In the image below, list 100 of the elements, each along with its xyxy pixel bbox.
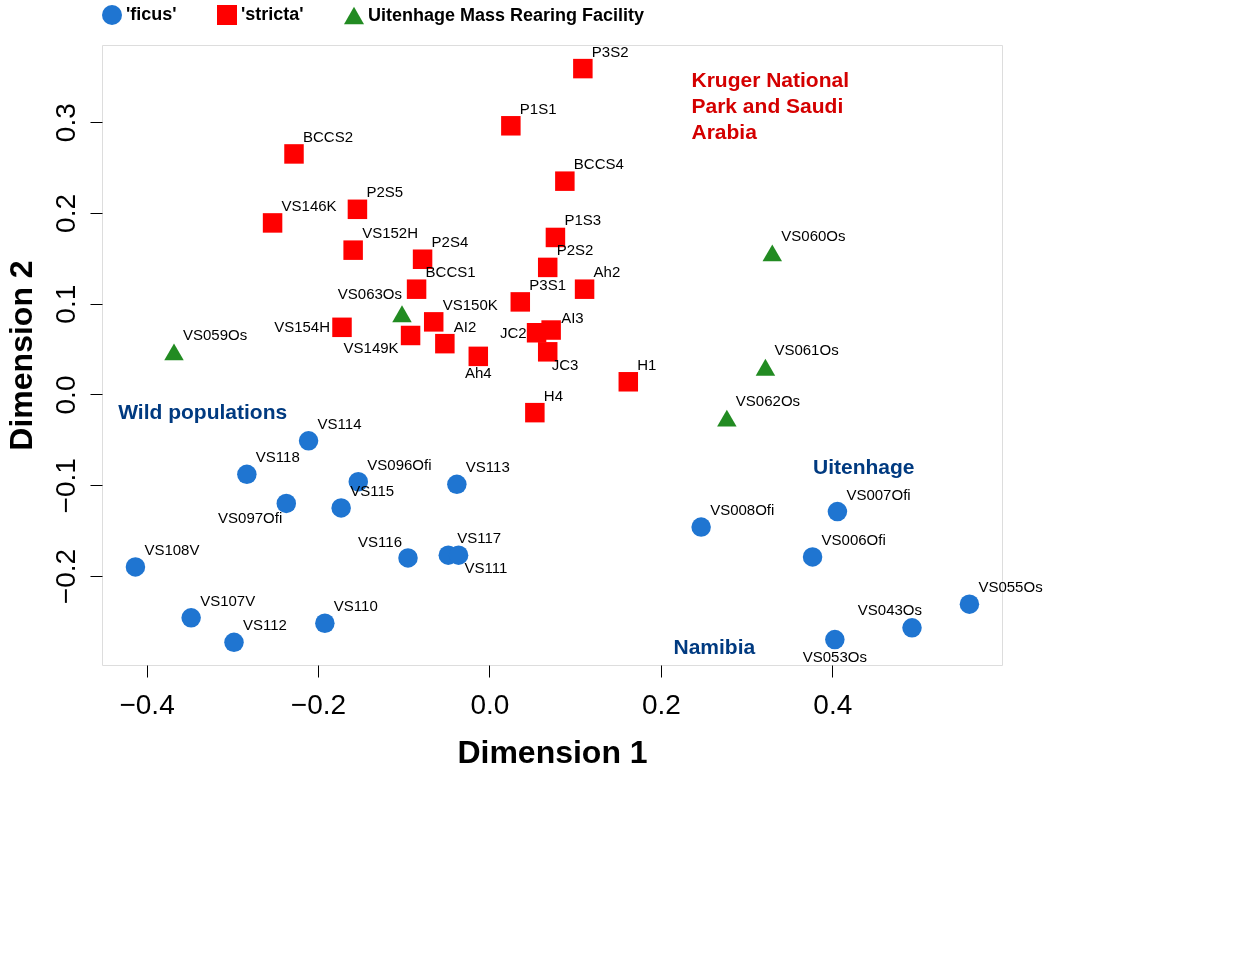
point: [510, 292, 531, 312]
point: [537, 257, 558, 278]
point: [574, 279, 595, 299]
point: [959, 594, 980, 614]
point: [423, 312, 444, 332]
point: [825, 629, 845, 650]
legend-label: 'ficus': [126, 4, 177, 24]
y-tick-label: −0.1: [49, 458, 81, 514]
y-tick-label: 0.3: [49, 103, 81, 143]
annotation: BCCS4: [573, 155, 624, 173]
point: [276, 493, 297, 514]
point: [412, 249, 433, 269]
legend-label: Uitenhage Mass Rearing Facility: [368, 4, 645, 25]
annotation: P2S4: [431, 233, 469, 251]
point: [125, 557, 146, 577]
point: [827, 501, 848, 522]
point: [468, 346, 489, 367]
annotation: Ah4: [464, 364, 492, 382]
annotation: VS008Ofi: [710, 501, 775, 519]
point: [315, 613, 335, 633]
annotation: P1S1: [519, 99, 557, 117]
y-tick-label: 0.0: [49, 375, 81, 415]
annotation: BCCS1: [425, 263, 476, 281]
point: [691, 517, 711, 537]
annotation: Kruger National Park and Saudi Arabia: [691, 67, 850, 143]
annotation: VS063Os: [337, 284, 402, 302]
annotation: Namibia: [673, 635, 756, 659]
point: [331, 498, 351, 518]
annotation: VS043Os: [857, 600, 922, 618]
point: [802, 547, 823, 567]
point: [181, 608, 201, 628]
x-tick-label: 0.2: [641, 688, 681, 720]
annotation: JC3: [551, 355, 579, 373]
annotation: P3S2: [591, 42, 629, 60]
point: [501, 116, 521, 136]
annotation: VS107V: [200, 591, 256, 609]
point: [406, 279, 427, 299]
annotation: P2S5: [366, 183, 404, 201]
annotation: H4: [543, 386, 564, 404]
x-axis-title: Dimension 1: [457, 733, 648, 770]
annotation: JC2: [499, 323, 527, 341]
point: [555, 171, 575, 191]
point: [343, 240, 363, 260]
point: [347, 199, 368, 220]
point: [164, 343, 184, 361]
point: [717, 409, 737, 427]
point: [398, 548, 418, 568]
point: [762, 244, 783, 262]
annotation: P3S1: [529, 275, 566, 293]
annotation: P2S2: [556, 241, 594, 259]
point: [525, 402, 545, 423]
y-tick-label: 0.2: [49, 193, 81, 233]
annotation: VS053Os: [802, 647, 867, 665]
annotation: VS112: [243, 616, 287, 634]
annotation: VS097Ofi: [218, 509, 283, 527]
point: [332, 317, 352, 338]
annotation: VS149K: [343, 339, 399, 357]
y-axis-title: Dimension 2: [2, 260, 39, 451]
x-tick-label: −0.2: [290, 688, 347, 720]
annotation: VS061Os: [774, 341, 839, 359]
y-tick-label: −0.2: [49, 548, 81, 605]
point: [224, 632, 244, 653]
annotation: VS111: [464, 559, 508, 577]
annotation: VS110: [333, 597, 378, 615]
annotation: VS152H: [362, 224, 419, 242]
x-tick-label: −0.4: [119, 688, 175, 720]
annotation: VS146K: [281, 196, 337, 214]
annotation: VS062Os: [735, 392, 801, 410]
point: [435, 333, 455, 354]
point: [284, 144, 304, 164]
annotation: VS150K: [442, 295, 498, 313]
annotation: P1S3: [564, 211, 602, 229]
annotation: VS113: [465, 458, 510, 476]
annotation: Wild populations: [118, 399, 288, 423]
annotation: VS007Ofi: [846, 485, 911, 503]
point: [262, 213, 283, 233]
point: [573, 58, 593, 79]
legend-label: 'stricta': [241, 4, 304, 24]
annotation: VS059Os: [183, 325, 248, 343]
annotation: Ah2: [593, 263, 621, 281]
point: [298, 431, 319, 451]
point: [447, 474, 467, 495]
annotation: Uitenhage: [813, 455, 915, 479]
point: [400, 325, 421, 346]
annotation: VS118: [255, 448, 300, 466]
annotation: VS114: [317, 414, 362, 432]
point: [537, 342, 558, 362]
annotation: VS096Ofi: [367, 455, 432, 473]
annotation: VS115: [350, 481, 395, 499]
annotation: VS154H: [274, 318, 330, 336]
x-tick-label: 0.4: [813, 688, 853, 720]
point: [392, 305, 412, 323]
annotation: VS006Ofi: [821, 530, 886, 548]
annotation: VS116: [358, 532, 402, 550]
point: [618, 372, 639, 392]
annotation: VS060Os: [781, 226, 846, 244]
annotation: AI3: [561, 309, 584, 327]
annotation: VS108V: [144, 540, 200, 558]
y-tick-label: 0.1: [49, 284, 81, 324]
annotation: VS055Os: [978, 578, 1043, 596]
